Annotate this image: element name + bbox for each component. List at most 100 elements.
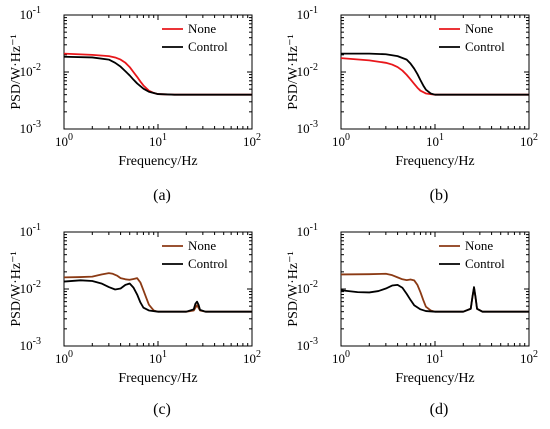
axes-frame xyxy=(63,231,253,347)
y-tick-label: 10-1 xyxy=(297,222,318,239)
y-tick-label-exponent: -3 xyxy=(33,119,41,130)
y-tick-label-base: 10 xyxy=(297,338,310,353)
y-tick-label: 10-2 xyxy=(297,279,318,296)
x-tick-label-base: 10 xyxy=(520,351,533,366)
axes-frame xyxy=(63,14,253,130)
x-axis-label: Frequency/Hz xyxy=(118,371,197,386)
legend: None Control xyxy=(162,238,228,271)
y-tick-label: 10-3 xyxy=(20,119,41,136)
x-tick-label: 102 xyxy=(243,132,261,149)
x-tick-label: 101 xyxy=(426,349,444,366)
y-tick-label-base: 10 xyxy=(297,281,310,296)
y-tick-label-base: 10 xyxy=(20,7,33,22)
x-tick-label-exponent: 2 xyxy=(533,132,538,143)
axes-frame xyxy=(340,231,530,347)
x-tick-label-base: 10 xyxy=(243,351,256,366)
axis-ticks xyxy=(63,14,253,130)
y-tick-label-exponent: -1 xyxy=(33,5,41,16)
legend: None Control xyxy=(162,21,228,54)
y-tick-label-exponent: -1 xyxy=(310,5,318,16)
x-tick-label-base: 10 xyxy=(149,134,162,149)
y-axis-label: PSD/W·Hz⁻¹ xyxy=(286,34,301,109)
series-line-control xyxy=(63,55,252,96)
x-tick-label-exponent: 1 xyxy=(162,132,167,143)
x-tick-label: 101 xyxy=(149,349,167,366)
y-axis-label: PSD/W·Hz⁻¹ xyxy=(9,251,24,326)
series-line-none xyxy=(340,57,529,96)
x-tick-label-base: 10 xyxy=(332,351,345,366)
panel-label: (a) xyxy=(153,187,171,204)
y-tick-label-exponent: -2 xyxy=(33,62,41,73)
x-tick-label: 102 xyxy=(243,349,261,366)
axis-ticks xyxy=(340,14,530,130)
series-line-control xyxy=(341,52,529,96)
x-tick-label-exponent: 0 xyxy=(345,349,350,360)
y-axis-label: PSD/W·Hz⁻¹ xyxy=(286,251,301,326)
x-axis-label: Frequency/Hz xyxy=(395,371,474,386)
panel-a: 100 101 10210-310-210-1Frequency/HzPSD/W·H… xyxy=(9,5,261,204)
legend-label-none: None xyxy=(465,21,493,36)
x-tick-label-exponent: 0 xyxy=(68,349,73,360)
x-tick-label-exponent: 0 xyxy=(68,132,73,143)
axis-ticks xyxy=(63,231,253,347)
x-tick-label-exponent: 2 xyxy=(533,349,538,360)
legend-label-control: Control xyxy=(188,39,228,54)
x-tick-label-exponent: 0 xyxy=(345,132,350,143)
y-tick-label-base: 10 xyxy=(20,338,33,353)
y-tick-label-exponent: -1 xyxy=(33,222,41,233)
x-tick-label-exponent: 1 xyxy=(439,132,444,143)
x-tick-label-base: 10 xyxy=(426,134,439,149)
y-tick-label-exponent: -3 xyxy=(33,336,41,347)
y-tick-label-base: 10 xyxy=(297,121,310,136)
series-line-none xyxy=(63,272,252,313)
x-tick-label: 102 xyxy=(520,349,538,366)
legend: None Control xyxy=(439,21,505,54)
x-tick-label-base: 10 xyxy=(520,134,533,149)
y-tick-label: 10-1 xyxy=(20,5,41,22)
y-tick-label-base: 10 xyxy=(20,281,33,296)
x-tick-label-base: 10 xyxy=(149,351,162,366)
panel-b: 100 101 10210-310-210-1Frequency/HzPSD/W·H… xyxy=(286,5,538,204)
x-tick-label: 100 xyxy=(55,349,73,366)
y-tick-label-base: 10 xyxy=(20,64,33,79)
legend: None Control xyxy=(439,238,505,271)
x-tick-label: 101 xyxy=(149,132,167,149)
series-line-control xyxy=(340,283,529,313)
x-tick-label-base: 10 xyxy=(243,134,256,149)
x-tick-label-base: 10 xyxy=(55,134,68,149)
y-tick-label-exponent: -1 xyxy=(310,222,318,233)
legend-label-control: Control xyxy=(465,256,505,271)
axes-frame xyxy=(340,14,530,130)
x-tick-label: 100 xyxy=(332,132,350,149)
panel-label: (c) xyxy=(153,401,171,418)
panel-label: (d) xyxy=(430,401,449,418)
y-tick-label: 10-1 xyxy=(20,222,41,239)
y-tick-label: 10-2 xyxy=(297,62,318,79)
x-tick-label: 102 xyxy=(520,132,538,149)
y-tick-label-exponent: -3 xyxy=(310,336,318,347)
y-tick-label-base: 10 xyxy=(297,7,310,22)
legend-label-none: None xyxy=(188,238,216,253)
x-tick-label: 100 xyxy=(332,349,350,366)
legend-label-none: None xyxy=(465,238,493,253)
y-tick-label-exponent: -3 xyxy=(310,119,318,130)
x-tick-label: 101 xyxy=(426,132,444,149)
x-axis-label: Frequency/Hz xyxy=(118,154,197,169)
y-tick-label: 10-2 xyxy=(20,279,41,296)
x-tick-label-exponent: 2 xyxy=(256,132,261,143)
legend-label-control: Control xyxy=(188,256,228,271)
panel-label: (b) xyxy=(430,187,449,204)
panel-c: 100 101 10210-310-210-1Frequency/HzPSD/W·H… xyxy=(9,222,261,418)
y-tick-label: 10-1 xyxy=(297,5,318,22)
y-tick-label-base: 10 xyxy=(20,121,33,136)
y-tick-label-base: 10 xyxy=(20,224,33,239)
x-tick-label-base: 10 xyxy=(55,351,68,366)
x-tick-label-exponent: 2 xyxy=(256,349,261,360)
legend-label-control: Control xyxy=(465,39,505,54)
y-axis-label: PSD/W·Hz⁻¹ xyxy=(9,34,24,109)
x-tick-label: 100 xyxy=(55,132,73,149)
y-tick-label-exponent: -2 xyxy=(310,62,318,73)
y-tick-label: 10-3 xyxy=(297,336,318,353)
panel-d: 100 101 10210-310-210-1Frequency/HzPSD/W·H… xyxy=(286,222,538,418)
